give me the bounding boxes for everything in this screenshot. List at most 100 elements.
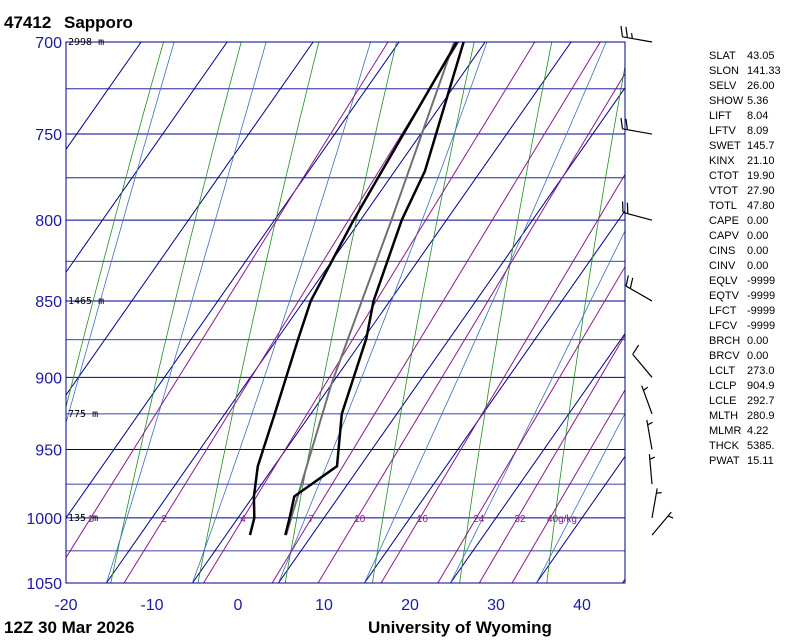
temperature-tick-label: 10 xyxy=(315,597,333,614)
index-row: LFCT -9999 xyxy=(709,304,797,319)
pressure-tick-label: 950 xyxy=(35,442,62,459)
mixing-ratio-label: 1 xyxy=(88,514,94,525)
index-key: VTOT xyxy=(709,185,739,197)
wind-barb xyxy=(620,117,653,135)
index-row: LCLE 292.7 xyxy=(709,394,797,409)
temperature-tick-label: -10 xyxy=(140,597,163,614)
mixing-ratio-label: 4 xyxy=(240,514,246,525)
index-row: PWAT 15.11 xyxy=(709,454,797,469)
index-row: VTOT 27.90 xyxy=(709,184,797,199)
isotherm-line xyxy=(66,42,314,396)
wind-barb-feather xyxy=(632,344,640,355)
temperature-tick-label: 30 xyxy=(487,597,505,614)
isotherm-line xyxy=(192,42,572,583)
height-label: 2998 m xyxy=(68,37,104,48)
mixing-ratio-line xyxy=(271,42,601,583)
dry-adiabat-line xyxy=(110,42,242,583)
wind-barbs xyxy=(620,25,674,536)
mixing-ratio-line xyxy=(478,334,625,583)
wind-barb xyxy=(651,488,662,519)
index-key: LCLE xyxy=(709,395,737,407)
index-value: 0.00 xyxy=(747,350,769,362)
index-row: MLMR 4.22 xyxy=(709,424,797,439)
mixing-ratio-line xyxy=(203,42,536,583)
index-key: LCLT xyxy=(709,365,736,377)
dry-adiabat-line xyxy=(634,42,707,583)
pressure-tick-label: 750 xyxy=(35,127,62,144)
moist-adiabat-line xyxy=(450,230,625,583)
wind-barb-feather xyxy=(630,33,633,39)
moist-adiabat-line xyxy=(66,42,175,424)
index-row: CAPV 0.00 xyxy=(709,229,797,244)
index-row: CINV 0.00 xyxy=(709,259,797,274)
wind-barb xyxy=(625,275,653,302)
index-value: 0.00 xyxy=(747,335,769,347)
chart-lines xyxy=(248,42,465,536)
index-value: 280.9 xyxy=(747,410,775,422)
mixing-ratio-label: 2 xyxy=(161,514,167,525)
index-key: SHOW xyxy=(709,95,744,107)
dry-adiabat-line xyxy=(197,42,320,583)
wind-barb-feather xyxy=(643,386,649,391)
index-key: TOTL xyxy=(709,200,737,212)
wind-barb-feather xyxy=(625,26,628,38)
wind-barb xyxy=(620,25,653,43)
height-label: 135 m xyxy=(68,513,98,524)
index-row: BRCV 0.00 xyxy=(709,349,797,364)
dewpoint-profile-line xyxy=(248,42,458,536)
moist-adiabat-line xyxy=(364,42,607,583)
index-key: LFTV xyxy=(709,125,736,137)
pressure-tick-label: 1050 xyxy=(26,576,62,593)
index-key: BRCV xyxy=(709,350,740,362)
index-key: BRCH xyxy=(709,335,741,347)
mixing-ratio-label: 40g/kg xyxy=(547,514,577,525)
data-source: University of Wyoming xyxy=(368,618,552,637)
isotherm-line xyxy=(536,455,625,583)
index-value: 8.04 xyxy=(747,110,769,122)
index-key: EQLV xyxy=(709,275,738,287)
height-label: 775 m xyxy=(68,409,98,420)
parcel-path-line xyxy=(285,42,456,536)
moist-adiabat-line xyxy=(536,412,625,583)
wind-barb xyxy=(621,201,653,221)
index-row: SHOW 5.36 xyxy=(709,94,797,109)
index-row: SELV 26.00 xyxy=(709,79,797,94)
wind-barb-feather xyxy=(667,515,674,519)
index-row: LIFT 8.04 xyxy=(709,109,797,124)
isotherm-line xyxy=(0,42,55,583)
index-value: 27.90 xyxy=(747,185,775,197)
wind-barb-feather xyxy=(620,25,624,37)
chart-grid xyxy=(0,42,707,583)
isotherm-line xyxy=(66,42,228,274)
index-value: 26.00 xyxy=(747,80,775,92)
moist-adiabat-line xyxy=(278,42,488,583)
index-value: 5385. xyxy=(747,440,775,452)
index-value: 5.36 xyxy=(747,95,769,107)
wind-barb-feather xyxy=(625,275,629,287)
index-key: SWET xyxy=(709,140,741,152)
index-value: 4.22 xyxy=(747,425,769,437)
mixing-ratio-line xyxy=(380,173,625,583)
temperature-profile-line xyxy=(284,42,465,536)
pressure-tick-label: 900 xyxy=(35,370,62,387)
index-row: KINX 21.10 xyxy=(709,154,797,169)
mixing-ratio-line xyxy=(66,42,389,559)
index-key: MLTH xyxy=(709,410,739,422)
mixing-ratio-label: 10 xyxy=(354,514,366,525)
mixing-ratio-label: 24 xyxy=(473,514,485,525)
axis-labels: 700 750 800 850 900 950 1000 1050 -20 -10 0 10 20 30 4… xyxy=(26,35,591,614)
temperature-tick-label: -20 xyxy=(54,597,77,614)
pressure-tick-label: 1000 xyxy=(26,511,62,528)
temperature-tick-label: 20 xyxy=(401,597,419,614)
index-key: SELV xyxy=(709,80,737,92)
station-id: 47412 xyxy=(4,13,51,32)
wind-barb xyxy=(641,385,653,415)
index-row: LFTV 8.09 xyxy=(709,124,797,139)
wind-barb xyxy=(646,419,653,450)
wind-barb xyxy=(648,454,656,485)
index-value: 904.9 xyxy=(747,380,775,392)
index-key: SLON xyxy=(709,65,739,77)
index-value: 43.05 xyxy=(747,50,775,62)
mixing-ratio-label: 32 xyxy=(514,514,526,525)
